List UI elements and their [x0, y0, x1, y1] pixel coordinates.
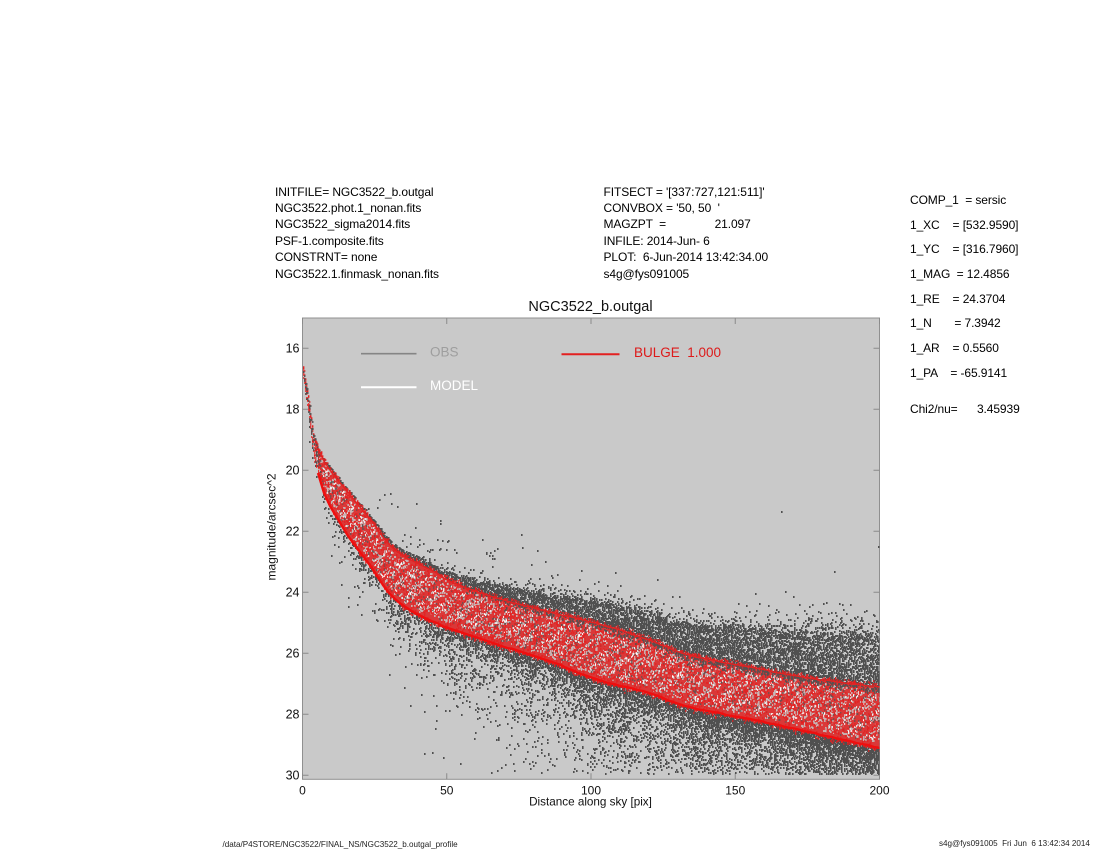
svg-text:16: 16: [286, 342, 300, 356]
svg-text:24: 24: [286, 586, 300, 600]
svg-text:50: 50: [440, 784, 454, 798]
svg-text:0: 0: [299, 784, 306, 798]
svg-text:BULGE 1.000: BULGE 1.000: [634, 345, 721, 360]
svg-text:30: 30: [286, 769, 300, 783]
svg-text:22: 22: [286, 525, 300, 539]
svg-text:200: 200: [869, 784, 889, 798]
svg-text:OBS: OBS: [430, 345, 459, 360]
svg-text:NGC3522_b.outgal: NGC3522_b.outgal: [528, 299, 652, 315]
svg-text:100: 100: [581, 784, 601, 798]
svg-text:150: 150: [725, 784, 745, 798]
svg-text:MODEL: MODEL: [430, 378, 479, 393]
svg-text:26: 26: [286, 647, 300, 661]
svg-text:magnitude/arcsec^2: magnitude/arcsec^2: [265, 473, 279, 580]
svg-text:Distance along sky [pix]: Distance along sky [pix]: [529, 796, 652, 809]
svg-text:18: 18: [286, 403, 300, 417]
svg-text:20: 20: [286, 464, 300, 478]
svg-text:28: 28: [286, 708, 300, 722]
